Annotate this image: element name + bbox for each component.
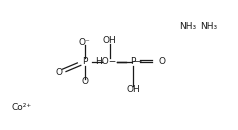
Text: OH: OH (103, 36, 116, 45)
Text: P: P (130, 57, 136, 66)
Text: HO−: HO− (95, 57, 117, 66)
Text: NH₃: NH₃ (179, 22, 196, 31)
Text: —: — (133, 57, 142, 66)
Text: Co²⁺: Co²⁺ (12, 103, 32, 112)
Text: O: O (159, 57, 166, 66)
Text: O: O (55, 68, 62, 77)
Text: O: O (81, 77, 88, 86)
Text: P: P (82, 57, 87, 66)
Text: OH: OH (126, 85, 140, 94)
Text: O⁻: O⁻ (79, 38, 91, 47)
Text: NH₃: NH₃ (200, 22, 217, 31)
